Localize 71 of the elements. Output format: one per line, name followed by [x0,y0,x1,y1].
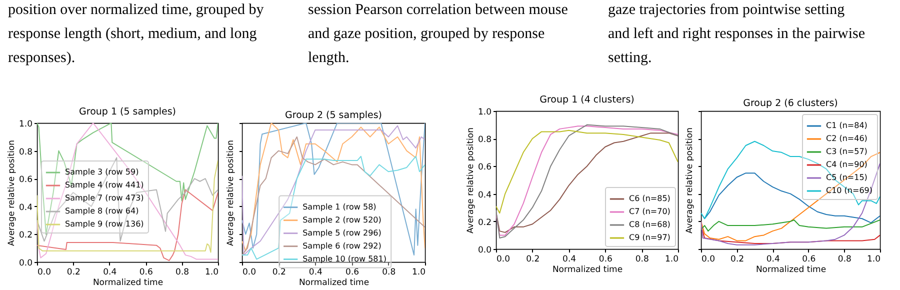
x-tick-label: 0.6 [139,268,153,278]
x-tick-label: 0.4 [308,268,322,278]
x-tick-label: 0.2 [730,254,744,264]
y-tick-label: 1.0 [18,120,32,130]
line-series [37,123,218,260]
text: session Pearson correlation between mouse and gaze position, grouped by response length. [308,2,568,66]
y-axis-title: Average relative position [685,127,695,234]
legend-label: Sample 6 (row 292) [302,241,382,250]
x-tick-label: 0.4 [103,268,117,278]
text: position over normalized time, grouped by response length (short, medium, and long responses). [8,2,264,66]
y-tick-label: 0.8 [478,135,492,146]
x-tick-label: 0.0 [702,254,716,264]
x-tick-label: 1.0 [664,254,678,264]
text: gaze trajectories from pointwise setting and left and right responses in the pairwise setting. [608,2,866,66]
legend-label: Sample 1 (row 58) [302,202,376,212]
chart-title: Group 2 (5 samples) [285,110,382,121]
legend-label: C8 (n=68) [629,220,670,229]
y-tick-label: 0.8 [18,147,32,158]
x-tick-label: 0.8 [382,268,396,278]
x-axis-title: Normalized time [756,265,826,275]
line-series [37,123,218,235]
legend-label: Sample 8 (row 64) [65,206,139,216]
x-tick-label: 0.6 [598,254,612,264]
chart-title: Group 1 (5 samples) [79,106,176,118]
y-tick-label: 0.0 [478,246,492,256]
x-tick-label: 0.0 [496,254,510,264]
x-tick-label: 0.6 [802,254,816,264]
legend-label: C1 (n=84) [826,121,868,130]
line-series [496,130,678,214]
x-tick-label: 0.0 [38,268,52,278]
y-axis-title: Average relative position [226,140,236,246]
x-tick-label: 1.0 [204,268,218,278]
x-axis-title: Normalized time [552,265,623,275]
chart-title: Group 2 (6 clusters) [743,98,838,109]
legend-label: Sample 9 (row 136) [65,220,144,229]
x-tick-label: 0.4 [766,254,780,264]
y-tick-label: 0.2 [478,218,492,228]
x-tick-label: 0.8 [176,268,190,278]
x-tick-label: 0.8 [838,254,852,264]
legend-label: C2 (n=46) [826,134,868,143]
y-tick-label: 0.2 [18,230,32,241]
legend-label: Sample 5 (row 296) [302,228,382,238]
legend-label: C3 (n=57) [826,147,868,156]
x-tick-label: 0.2 [66,268,80,278]
legend-label: Sample 3 (row 59) [65,168,139,177]
x-tick-label: 1.0 [412,268,426,278]
x-tick-label: 0.0 [242,268,256,278]
y-tick-label: 0.6 [18,175,32,186]
legend-label: Sample 7 (row 473) [65,194,144,203]
y-axis-title: Average relative position [466,127,476,234]
legend-label: Sample 4 (row 441) [65,180,144,190]
x-tick-label: 0.6 [346,268,360,278]
y-tick-label: 0.4 [478,190,492,200]
y-tick-label: 0.6 [478,162,492,173]
x-axis-title: Normalized time [298,278,370,288]
legend-label: C6 (n=85) [629,194,670,203]
x-tick-label: 0.2 [526,254,540,264]
x-tick-label: 0.8 [635,254,649,264]
legend-label: C9 (n=97) [629,233,670,242]
y-tick-label: 1.0 [478,108,492,118]
x-tick-label: 0.2 [272,268,286,278]
chart-title: Group 1 (4 clusters) [540,94,634,106]
line-series [37,189,218,262]
x-axis-title: Normalized time [92,278,164,288]
legend-label: Sample 10 (row 581) [302,254,386,264]
y-tick-label: 0.4 [18,202,32,213]
legend-label: Sample 2 (row 520) [302,215,382,224]
y-axis-title: Average relative position [6,140,17,246]
legend-label: C7 (n=70) [629,207,670,216]
x-tick-label: 1.0 [866,254,880,264]
x-tick-label: 0.4 [562,254,576,264]
